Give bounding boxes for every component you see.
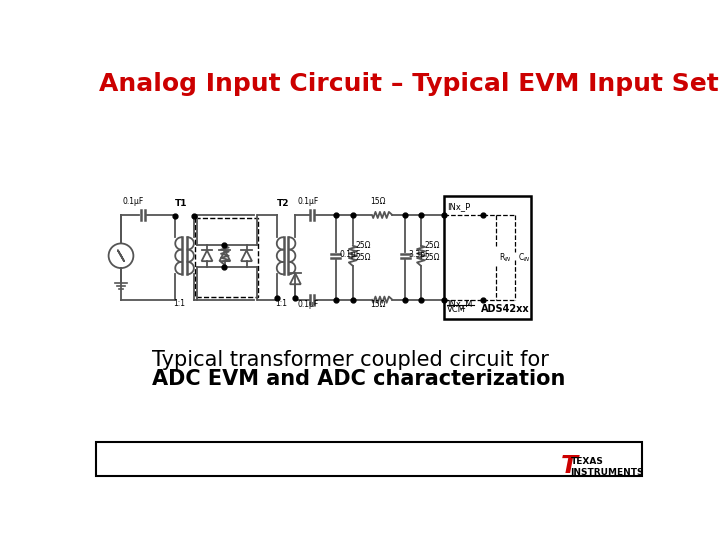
Text: 1:1: 1:1 [275,299,287,308]
Text: T1: T1 [175,199,188,208]
Text: 15Ω: 15Ω [370,197,385,206]
Text: T2: T2 [276,199,289,208]
Text: 25Ω: 25Ω [356,253,372,261]
Text: ADC EVM and ADC characterization: ADC EVM and ADC characterization [152,369,565,389]
Text: 0.1µF: 0.1µF [123,197,144,206]
Bar [444,195,531,319]
Text: INx_P: INx_P [447,202,471,211]
Text: C$_{IN}$: C$_{IN}$ [518,251,531,264]
Text: 0.1µF: 0.1µF [298,300,319,309]
Text: TEXAS
INSTRUMENTS: TEXAS INSTRUMENTS [570,457,644,477]
Text: ADS42xx: ADS42xx [481,304,529,314]
Text: VCM: VCM [447,305,466,314]
Text: 1:1: 1:1 [174,299,186,308]
Text: 15Ω: 15Ω [370,300,385,309]
Text: R$_{IN}$: R$_{IN}$ [498,251,511,264]
Text: 0.1µF: 0.1µF [340,249,361,259]
Text: T: T [561,455,578,478]
Text: 25Ω: 25Ω [424,241,439,250]
Text: 0.1µF: 0.1µF [298,197,319,206]
Text: 25Ω: 25Ω [356,241,372,250]
Text: 25Ω: 25Ω [424,253,439,261]
Text: Typical transformer coupled circuit for: Typical transformer coupled circuit for [152,350,549,370]
Text: 3.3pF: 3.3pF [408,249,430,259]
Text: INx_M: INx_M [447,299,472,308]
Text: Analog Input Circuit – Typical EVM Input Setup: Analog Input Circuit – Typical EVM Input… [99,72,720,97]
Bar [195,218,258,296]
Bar [96,442,642,476]
